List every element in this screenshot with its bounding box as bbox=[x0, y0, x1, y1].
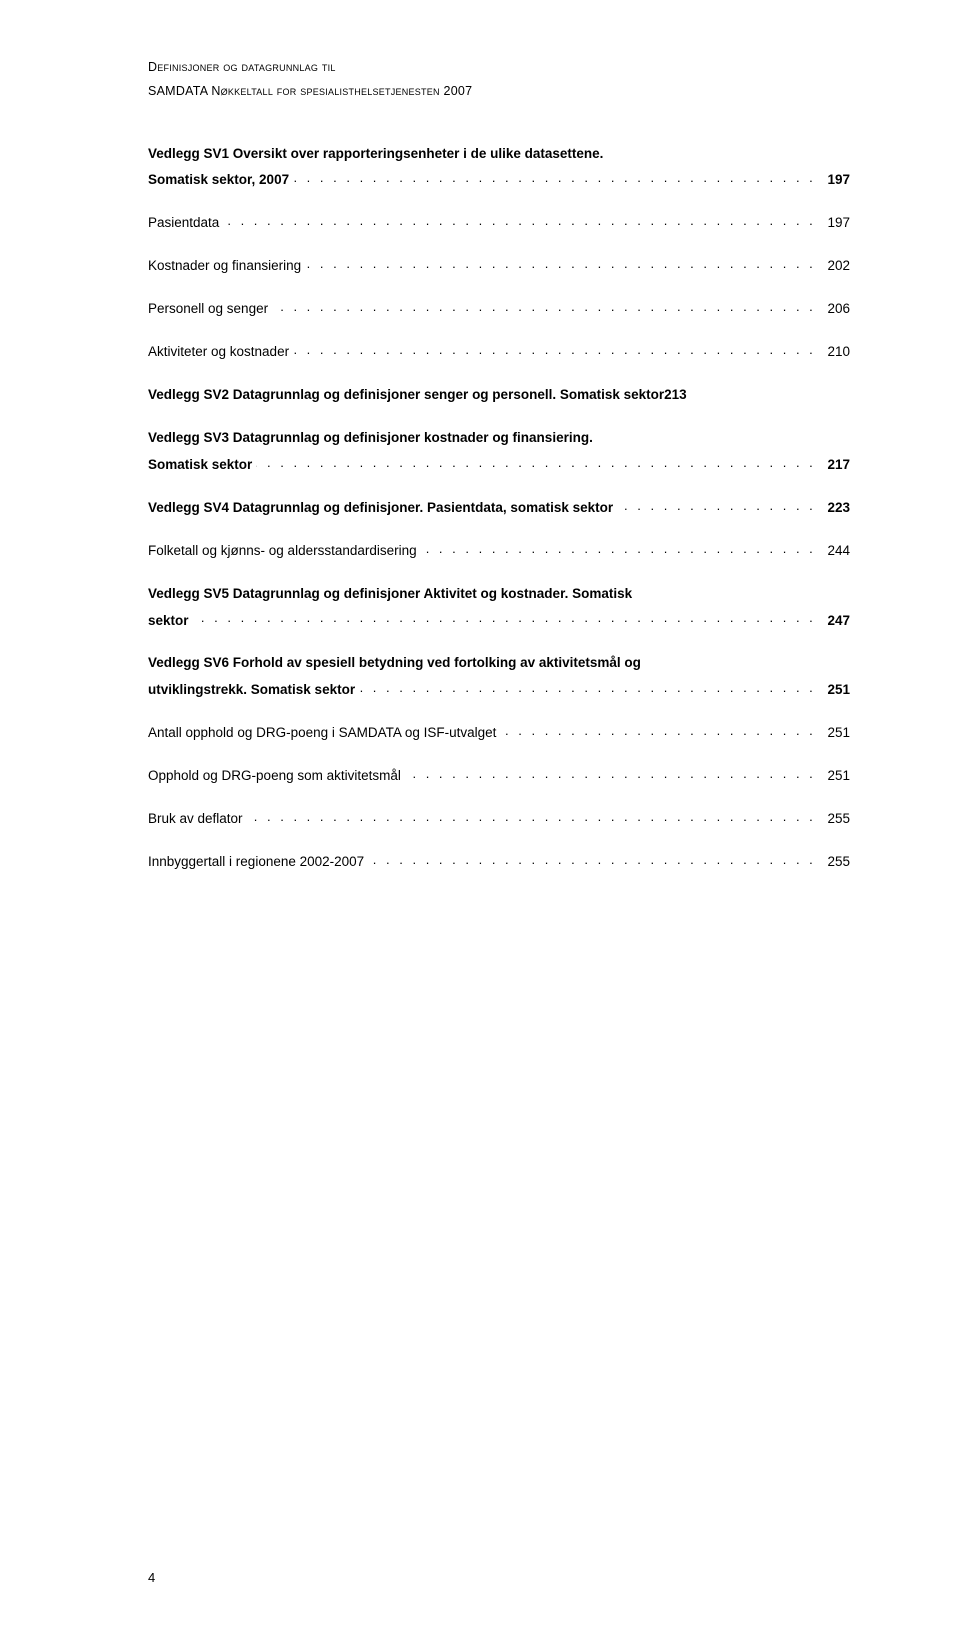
toc-entry: Vedlegg SV1 Oversikt over rapporteringse… bbox=[148, 144, 850, 192]
toc-pagenum: 251 bbox=[823, 766, 850, 787]
toc-label-line1: Vedlegg SV1 Oversikt over rapporteringse… bbox=[148, 144, 850, 165]
toc-entry: . . . . . . . . . . . . . . . . . . . . … bbox=[148, 299, 850, 320]
toc-entry: . . . . . . . . . . . . . . . . . . . . … bbox=[148, 256, 850, 277]
toc-label-line2: Somatisk sektor, 2007 bbox=[148, 172, 293, 187]
toc-label-line1: Vedlegg SV5 Datagrunnlag og definisjoner… bbox=[148, 584, 850, 605]
toc-label: Innbyggertall i regionene 2002-2007 bbox=[148, 854, 368, 869]
toc-pagenum: 244 bbox=[823, 541, 850, 562]
toc-last-line: . . . . . . . . . . . . . . . . . . . . … bbox=[148, 611, 850, 632]
toc-label-line2: utviklingstrekk. Somatisk sektor bbox=[148, 682, 359, 697]
toc-pagenum: 223 bbox=[823, 498, 850, 519]
toc-entry: . . . . . . . . . . . . . . . . . . . . … bbox=[148, 809, 850, 830]
document-page: Definisjoner og datagrunnlag til SAMDATA… bbox=[0, 0, 960, 1643]
dot-leader: . . . . . . . . . . . . . . . . . . . . … bbox=[148, 809, 850, 827]
toc-entry: Vedlegg SV3 Datagrunnlag og definisjoner… bbox=[148, 428, 850, 476]
toc-pagenum: 255 bbox=[823, 852, 850, 873]
toc-label-line1: Vedlegg SV3 Datagrunnlag og definisjoner… bbox=[148, 428, 850, 449]
toc-entry: . . . . . . . . . . . . . . . . . . . . … bbox=[148, 541, 850, 562]
toc-entry: . . . . . . . . . . . . . . . . . . . . … bbox=[148, 342, 850, 363]
page-number: 4 bbox=[148, 1570, 155, 1585]
toc-last-line: . . . . . . . . . . . . . . . . . . . . … bbox=[148, 455, 850, 476]
toc-label: Personell og senger bbox=[148, 301, 272, 316]
toc-label: Pasientdata bbox=[148, 215, 223, 230]
toc-label: Aktiviteter og kostnader bbox=[148, 344, 293, 359]
toc-entry: . . . . . . . . . . . . . . . . . . . . … bbox=[148, 498, 850, 519]
toc-label: Opphold og DRG-poeng som aktivitetsmål bbox=[148, 768, 405, 783]
toc-pagenum: 197 bbox=[823, 170, 850, 191]
toc-pagenum: 206 bbox=[823, 299, 850, 320]
running-header: Definisjoner og datagrunnlag til SAMDATA… bbox=[148, 56, 850, 104]
toc-entry: Vedlegg SV2 Datagrunnlag og definisjoner… bbox=[148, 385, 850, 406]
header-line-2: SAMDATA Nøkkeltall for spesialisthelsetj… bbox=[148, 80, 850, 104]
toc-last-line: . . . . . . . . . . . . . . . . . . . . … bbox=[148, 680, 850, 701]
toc-pagenum: 202 bbox=[823, 256, 850, 277]
toc-pagenum: 210 bbox=[823, 342, 850, 363]
toc-entry: Vedlegg SV6 Forhold av spesiell betydnin… bbox=[148, 653, 850, 701]
toc-label: Bruk av deflator bbox=[148, 811, 247, 826]
toc-label: Vedlegg SV2 Datagrunnlag og definisjoner… bbox=[148, 387, 691, 402]
dot-leader: . . . . . . . . . . . . . . . . . . . . … bbox=[148, 611, 850, 629]
toc-label-line2: Somatisk sektor bbox=[148, 457, 256, 472]
toc-entry: . . . . . . . . . . . . . . . . . . . . … bbox=[148, 723, 850, 744]
toc-label: Vedlegg SV4 Datagrunnlag og definisjoner… bbox=[148, 500, 617, 515]
toc-pagenum: 217 bbox=[823, 455, 850, 476]
toc-entry: . . . . . . . . . . . . . . . . . . . . … bbox=[148, 766, 850, 787]
toc-label-line1: Vedlegg SV6 Forhold av spesiell betydnin… bbox=[148, 653, 850, 674]
toc-last-line: . . . . . . . . . . . . . . . . . . . . … bbox=[148, 170, 850, 191]
toc-entry: . . . . . . . . . . . . . . . . . . . . … bbox=[148, 852, 850, 873]
toc-entry: . . . . . . . . . . . . . . . . . . . . … bbox=[148, 213, 850, 234]
toc-label: Kostnader og finansiering bbox=[148, 258, 305, 273]
toc-pagenum: 255 bbox=[823, 809, 850, 830]
table-of-contents: Vedlegg SV1 Oversikt over rapporteringse… bbox=[148, 144, 850, 874]
toc-pagenum: 251 bbox=[823, 680, 850, 701]
toc-pagenum: 197 bbox=[823, 213, 850, 234]
toc-pagenum: 251 bbox=[823, 723, 850, 744]
header-line-1: Definisjoner og datagrunnlag til bbox=[148, 56, 850, 80]
toc-label: Folketall og kjønns- og aldersstandardis… bbox=[148, 543, 421, 558]
toc-label-line2: sektor bbox=[148, 613, 193, 628]
toc-entry: Vedlegg SV5 Datagrunnlag og definisjoner… bbox=[148, 584, 850, 632]
toc-label: Antall opphold og DRG-poeng i SAMDATA og… bbox=[148, 725, 500, 740]
dot-leader: . . . . . . . . . . . . . . . . . . . . … bbox=[148, 213, 850, 231]
toc-pagenum: 247 bbox=[823, 611, 850, 632]
